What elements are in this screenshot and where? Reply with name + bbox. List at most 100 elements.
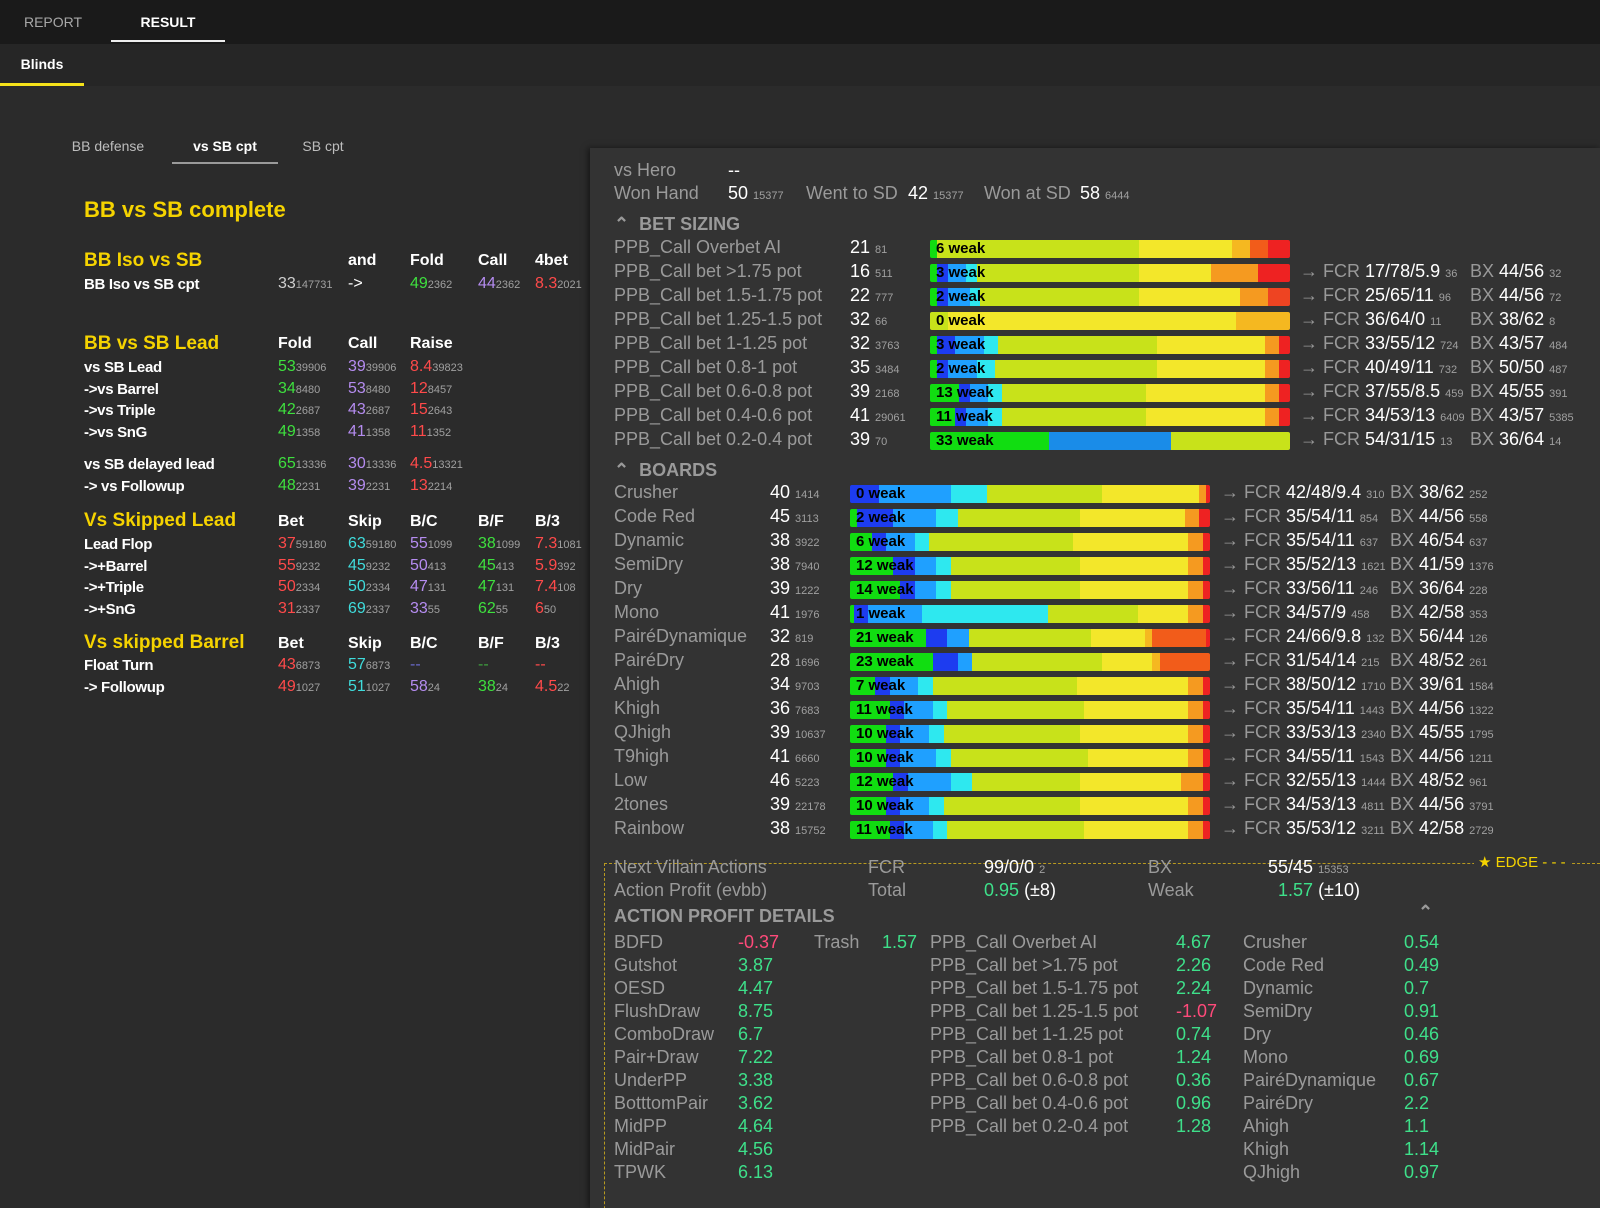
bar-segment — [1138, 264, 1211, 282]
lead-row-label: ->vs Barrel — [84, 381, 159, 398]
detail-label: SemiDry — [1243, 1001, 1313, 1021]
bar-segment — [850, 749, 886, 767]
fcr-value: → FCR 32/55/13 1444 — [1221, 770, 1386, 790]
barrel-skip-value: 511027 — [348, 678, 391, 695]
tab-sb-cpt[interactable]: SB cpt — [302, 138, 344, 154]
chevron-up-icon: ⌃ — [614, 214, 630, 234]
bar-segment — [947, 629, 969, 647]
bar-segment — [850, 533, 872, 551]
bar-segment — [930, 432, 1049, 450]
detail-value: 0.7 — [1404, 978, 1430, 998]
lead-raise-value: 8.439823 — [410, 358, 463, 375]
bar-segment — [965, 264, 977, 282]
tab-result[interactable]: RESULT — [111, 0, 225, 44]
iso-fold: 492362 — [410, 275, 453, 292]
boards-toggle[interactable]: ⌃ BOARDS — [614, 460, 718, 480]
tab-vs-sb-cpt[interactable]: vs SB cpt — [172, 128, 278, 164]
tab-bb-defense[interactable]: BB defense — [71, 138, 145, 154]
iso-header-call: Call — [478, 252, 508, 269]
bar-segment — [850, 677, 876, 695]
bx-value: BX 48/52 961 — [1390, 770, 1488, 790]
detail-value: 0.97 — [1404, 1162, 1440, 1182]
row-label: QJhigh — [614, 722, 672, 742]
bar-segment — [1152, 629, 1207, 647]
bar-segment — [1080, 509, 1185, 527]
bar-segment — [937, 264, 948, 282]
barrel-skip-value: 576873 — [348, 656, 391, 673]
distribution-bar: 11 weak — [930, 408, 1290, 426]
skipped-skip-value: 6359180 — [348, 535, 397, 552]
bar-segment — [1264, 384, 1280, 402]
bar-segment — [929, 797, 944, 815]
bar-segment — [1239, 288, 1269, 306]
weak-count-label: 7 weak — [856, 677, 906, 694]
detail-label: MidPP — [614, 1116, 668, 1136]
detail-label: PPB_Call bet 0.2-0.4 pot — [930, 1116, 1129, 1136]
tab-blinds[interactable]: Blinds — [0, 44, 84, 86]
bar-segment — [1268, 240, 1290, 258]
weak-count-label: 2 weak — [936, 288, 986, 305]
bar-segment — [914, 557, 937, 575]
fcr-value: → FCR 35/54/11 637 — [1221, 530, 1379, 550]
row-value: 39 2168 — [850, 381, 900, 401]
row-label: SemiDry — [614, 554, 684, 574]
lead-row-label: vs SB Lead — [84, 359, 162, 376]
action-profit-label: Action Profit (evbb) — [614, 880, 768, 900]
bar-segment — [850, 557, 894, 575]
bar-segment — [930, 264, 938, 282]
row-label: PairéDry — [614, 650, 685, 670]
arrow-right-icon: → — [1300, 405, 1318, 425]
fcr-value: → FCR 40/49/11 732 — [1300, 357, 1458, 377]
row-label: Dry — [614, 578, 642, 598]
bar-segment — [853, 605, 868, 623]
skipped-b3-value: 5.9392 — [535, 557, 576, 574]
fcr-value: → FCR 42/48/9.4 310 — [1221, 482, 1385, 502]
distribution-bar: 10 weak — [850, 749, 1210, 767]
bx-value: BX 44/56 1211 — [1390, 746, 1493, 766]
bar-segment — [1279, 384, 1290, 402]
bet-sizing-toggle[interactable]: ⌃ BET SIZING — [614, 214, 741, 234]
detail-label: PPB_Call bet 0.6-0.8 pot — [930, 1070, 1129, 1090]
bar-segment — [955, 408, 966, 426]
bar-segment — [958, 384, 970, 402]
detail-value: 1.24 — [1176, 1047, 1212, 1067]
skipped-row-label: Lead Flop — [84, 536, 153, 553]
bar-segment — [936, 581, 951, 599]
details-collapse-chevron-up-icon[interactable]: ⌃ — [1418, 902, 1434, 922]
detail-label: Dynamic — [1243, 978, 1314, 998]
bar-segment — [1202, 533, 1210, 551]
bar-segment — [937, 336, 956, 354]
bar-segment — [947, 288, 970, 306]
arrow-right-icon: → — [1221, 722, 1239, 742]
weak-count-label: 23 weak — [856, 653, 914, 670]
bx-value: BX 45/55 391 — [1470, 381, 1568, 401]
distribution-bar: 10 weak — [850, 797, 1210, 815]
iso-header-and: and — [348, 252, 377, 269]
weak-count-label: 13 weak — [936, 384, 994, 401]
bar-segment — [1188, 605, 1203, 623]
distribution-bar: 3 weak — [930, 336, 1290, 354]
weak-count-label: 11 weak — [936, 408, 993, 425]
detail-value: 2.24 — [1176, 978, 1212, 998]
tab-report[interactable]: REPORT — [23, 14, 83, 30]
row-label: T9high — [614, 746, 670, 766]
bar-segment — [925, 629, 948, 647]
lead-call-value: 411358 — [348, 423, 391, 440]
arrow-right-icon: → — [1221, 818, 1239, 838]
bx-value: BX 38/62 252 — [1390, 482, 1488, 502]
row-value: 32 3763 — [850, 333, 900, 353]
row-value: 41 29061 — [850, 405, 906, 425]
detail-value: 1.28 — [1176, 1116, 1212, 1136]
distribution-bar: 3 weak — [930, 264, 1290, 282]
barrel-title: Vs skipped Barrel — [84, 632, 245, 653]
bar-segment — [1202, 821, 1210, 839]
weak-count-label: 14 weak — [856, 581, 914, 598]
distribution-bar: 12 weak — [850, 773, 1210, 791]
weak-count-label: 2 weak — [856, 509, 906, 526]
page-title: BB vs SB complete — [84, 197, 286, 222]
bar-segment — [903, 701, 933, 719]
bx-value: BX 44/56 72 — [1470, 285, 1562, 305]
row-label: PPB_Call bet >1.75 pot — [614, 261, 802, 281]
bar-segment — [850, 773, 894, 791]
iso-arrow: -> — [348, 275, 363, 292]
